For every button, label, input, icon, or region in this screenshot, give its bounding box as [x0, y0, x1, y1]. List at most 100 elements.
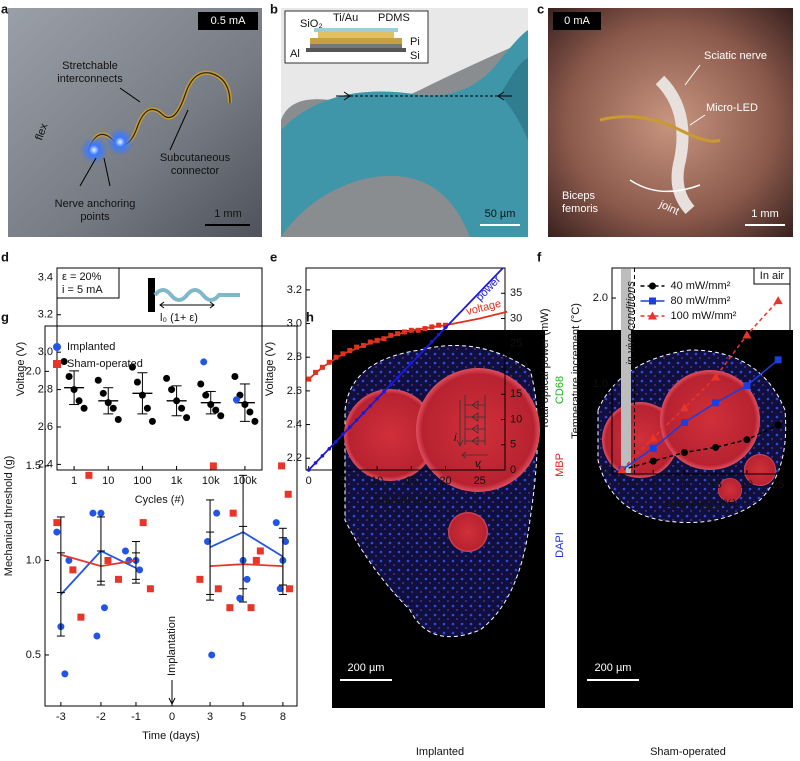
- marker: [360, 342, 366, 348]
- marker: [711, 372, 721, 381]
- marker: [229, 509, 237, 517]
- data-point: [94, 376, 102, 384]
- fit-line: [308, 267, 504, 471]
- photo-label: Micro-LED: [706, 102, 758, 114]
- y2-tick-label: 30: [510, 312, 522, 324]
- data-point: [212, 406, 220, 414]
- marker: [649, 457, 657, 465]
- marker: [61, 670, 69, 678]
- marker: [146, 585, 154, 593]
- current-label: 0.5 mA: [211, 15, 247, 27]
- data-point: [143, 404, 151, 412]
- y-tick-label: 3.2: [38, 309, 53, 321]
- marker: [313, 369, 319, 375]
- marker: [333, 354, 339, 360]
- y-axis-label: Mechanical threshold (g): [3, 456, 15, 576]
- data-point: [109, 404, 117, 412]
- photo-label: Stretchable interconnects: [57, 60, 123, 85]
- x-tick-label: 25: [474, 475, 486, 487]
- annotation: v: [475, 458, 482, 470]
- stain-label: DAPI: [554, 532, 566, 558]
- y-tick-label: 2.0: [593, 292, 608, 304]
- x-tick-label: 8: [280, 711, 286, 723]
- inset-circuit: [456, 395, 488, 459]
- y-tick-label: 1.0: [593, 378, 608, 390]
- marker: [388, 332, 394, 338]
- data-point: [128, 363, 136, 371]
- x-tick-label: 2: [631, 479, 637, 491]
- panel-label: a: [1, 1, 9, 16]
- current-label: 0 mA: [564, 15, 590, 27]
- marker: [334, 439, 338, 444]
- y-tick-label: 2.6: [287, 385, 302, 397]
- marker: [649, 444, 657, 452]
- plot-frame: [44, 325, 298, 707]
- mean-line: [60, 553, 283, 568]
- y-tick-label: 3.4: [38, 271, 53, 283]
- marker: [361, 411, 366, 415]
- marker: [286, 585, 294, 593]
- x-tick-label: 5: [240, 711, 246, 723]
- marker: [395, 375, 400, 380]
- marker: [712, 443, 720, 451]
- y-tick-label: 3.2: [287, 284, 302, 296]
- x-tick-label: 10: [371, 475, 383, 487]
- x-tick-label: 15: [405, 475, 417, 487]
- data-point: [231, 372, 239, 380]
- x-tick-label: -1: [131, 711, 141, 723]
- marker: [326, 359, 332, 365]
- y2-tick-label: 25: [510, 338, 522, 350]
- scale-bar-label: 1 mm: [214, 208, 242, 220]
- panel-label: d: [1, 249, 9, 264]
- photo-label: Nerve anchoring points: [54, 198, 136, 223]
- photo-b: [281, 8, 528, 237]
- marker: [774, 421, 782, 429]
- x-axis-label: Current (mA): [374, 494, 438, 506]
- marker: [320, 454, 325, 458]
- marker: [247, 604, 255, 612]
- panel-label: c: [537, 1, 544, 16]
- photo-a: [8, 8, 262, 237]
- layer-label: Si: [410, 50, 420, 62]
- fit-line: [308, 310, 508, 380]
- legend-marker: [53, 360, 61, 368]
- data-point: [168, 386, 176, 394]
- legend-marker: [648, 297, 656, 305]
- data-point: [65, 372, 73, 380]
- caption: Implanted: [416, 746, 464, 758]
- x-tick-label: 10: [678, 479, 690, 491]
- scale-bar-label: 200 µm: [595, 662, 632, 674]
- marker: [53, 528, 61, 536]
- legend-label: 80 mW/mm²: [670, 295, 730, 307]
- marker: [213, 509, 221, 517]
- data-point: [99, 389, 107, 397]
- marker: [93, 632, 101, 640]
- y-axis-label: Temperature increment (°C): [570, 303, 582, 439]
- layer-label: Ti/Au: [333, 12, 358, 24]
- marker: [742, 330, 752, 339]
- marker: [443, 325, 448, 330]
- y2-tick-label: 15: [510, 388, 522, 400]
- inset-device: [153, 288, 240, 302]
- y2-tick-label: 5: [510, 439, 516, 451]
- marker: [648, 433, 658, 442]
- marker: [282, 538, 290, 546]
- y-axis-label: Voltage (V): [264, 342, 276, 396]
- y2-tick-label: 20: [510, 363, 522, 375]
- inset-arrow: [159, 301, 215, 309]
- panel-label: f: [537, 249, 542, 264]
- y-tick-label: 1.0: [26, 554, 41, 566]
- marker: [347, 425, 352, 429]
- stain-label: CD68: [554, 376, 566, 404]
- y-tick-label: 1.5: [26, 460, 41, 472]
- marker: [232, 396, 240, 404]
- marker: [313, 461, 318, 465]
- layer-label: Pi: [410, 36, 420, 48]
- marker: [226, 604, 234, 612]
- x-tick-label: 0: [306, 475, 312, 487]
- marker: [204, 538, 212, 546]
- marker: [430, 339, 434, 344]
- plot-frame: [56, 267, 263, 471]
- x-axis-label: Cycles (#): [135, 494, 185, 506]
- marker: [374, 337, 380, 343]
